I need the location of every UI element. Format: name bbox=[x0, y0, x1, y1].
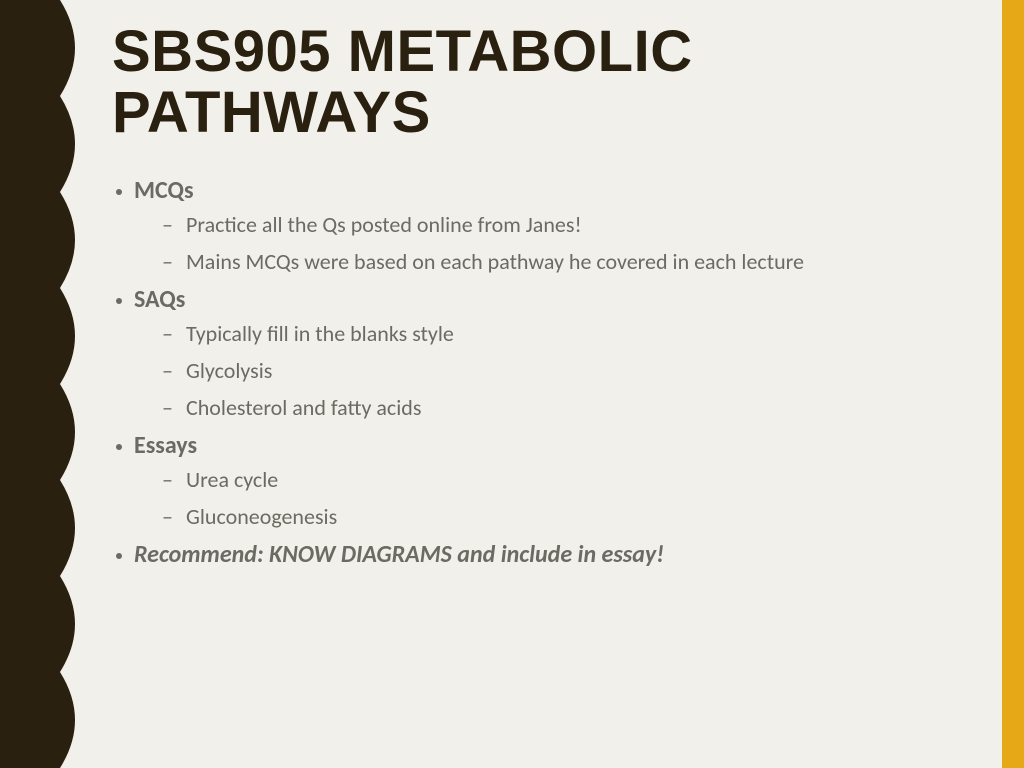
bullet-sublist: –Typically fill in the blanks style–Glyc… bbox=[116, 320, 984, 421]
bullet-l1-row: Recommend: KNOW DIAGRAMS and include in … bbox=[116, 540, 984, 569]
bullet-l2-text: Glycolysis bbox=[186, 357, 272, 384]
dash-icon: – bbox=[162, 248, 174, 275]
bullet-section: SAQs–Typically fill in the blanks style–… bbox=[116, 285, 984, 421]
bullet-section: MCQs –Practice all the Qs posted online f… bbox=[116, 176, 984, 275]
bullet-l2-row: –Practice all the Qs posted online from … bbox=[162, 211, 984, 238]
bullet-l2-row: –Glycolysis bbox=[162, 357, 984, 384]
right-stripe bbox=[1002, 0, 1024, 768]
bullet-l2-text: Typically fill in the blanks style bbox=[186, 320, 454, 347]
bullet-dot-icon bbox=[116, 189, 122, 195]
bullet-l1-text: Recommend: KNOW DIAGRAMS and include in … bbox=[134, 540, 664, 569]
dash-icon: – bbox=[162, 357, 174, 384]
left-stripe bbox=[0, 0, 60, 768]
dash-icon: – bbox=[162, 394, 174, 421]
bullet-l2-text: Mains MCQs were based on each pathway he… bbox=[186, 248, 804, 275]
bullet-l2-row: –Gluconeogenesis bbox=[162, 503, 984, 530]
bullet-l1-text: Essays bbox=[134, 431, 197, 460]
bullet-l2-row: –Mains MCQs were based on each pathway h… bbox=[162, 248, 984, 275]
bullet-l2-row: –Urea cycle bbox=[162, 466, 984, 493]
bullet-l2-text: Urea cycle bbox=[186, 466, 278, 493]
slide-title: SBS905 METABOLIC PATHWAYS bbox=[112, 22, 984, 144]
bullet-l2-row: –Cholesterol and fatty acids bbox=[162, 394, 984, 421]
bullet-dot-icon bbox=[116, 553, 122, 559]
bullet-l2-row: –Typically fill in the blanks style bbox=[162, 320, 984, 347]
bullet-l1-row: SAQs bbox=[116, 285, 984, 314]
bullet-dot-icon bbox=[116, 298, 122, 304]
bullet-l2-text: Cholesterol and fatty acids bbox=[186, 394, 421, 421]
presentation-slide: SBS905 METABOLIC PATHWAYS MCQs–Practice … bbox=[0, 0, 1024, 768]
bullet-l2-text: Practice all the Qs posted online from J… bbox=[186, 211, 582, 238]
bullet-l1-row: MCQs bbox=[116, 176, 984, 205]
dash-icon: – bbox=[162, 503, 174, 530]
bullet-section: Essays–Urea cycle–Gluconeogenesis bbox=[116, 431, 984, 530]
bullet-l1-text: SAQs bbox=[134, 285, 185, 314]
bullet-l1-row: Essays bbox=[116, 431, 984, 460]
bullet-sublist: –Practice all the Qs posted online from … bbox=[116, 211, 984, 275]
dash-icon: – bbox=[162, 211, 174, 238]
slide-content: SBS905 METABOLIC PATHWAYS MCQs–Practice … bbox=[112, 22, 984, 575]
bullet-section: Recommend: KNOW DIAGRAMS and include in … bbox=[116, 540, 984, 569]
dash-icon: – bbox=[162, 320, 174, 347]
bullet-sublist: –Urea cycle–Gluconeogenesis bbox=[116, 466, 984, 530]
bullet-l1-text: MCQs bbox=[134, 176, 194, 205]
dash-icon: – bbox=[162, 466, 174, 493]
bullet-l2-text: Gluconeogenesis bbox=[186, 503, 337, 530]
bullet-dot-icon bbox=[116, 444, 122, 450]
bullet-list: MCQs–Practice all the Qs posted online f… bbox=[112, 176, 984, 569]
